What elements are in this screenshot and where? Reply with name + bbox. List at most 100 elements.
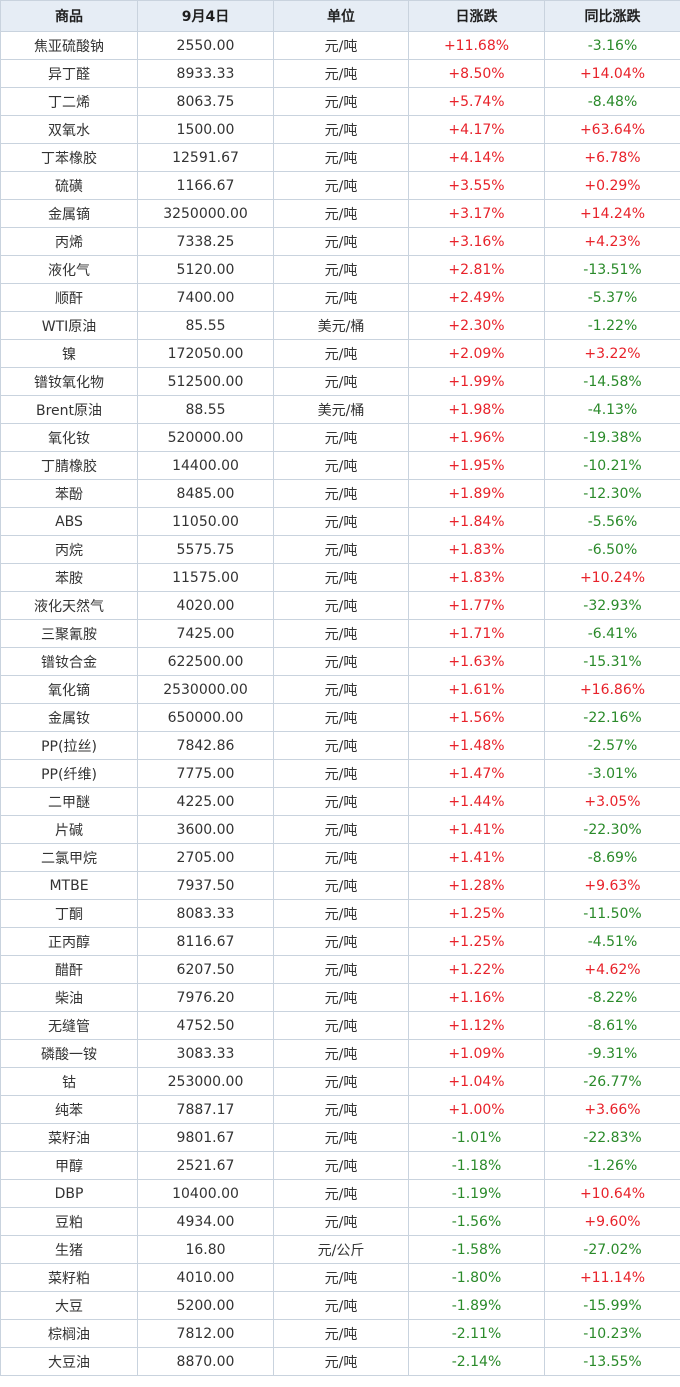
table-row: 二氯甲烷 2705.00 元/吨 +1.41% -8.69% (0, 843, 680, 872)
cell-yoy-change: -12.30% (544, 479, 680, 508)
cell-yoy-change: -8.69% (544, 843, 680, 872)
cell-price: 2705.00 (137, 843, 274, 872)
cell-daily-change: +1.00% (408, 1095, 545, 1124)
cell-price: 1500.00 (137, 115, 274, 144)
cell-unit: 元/吨 (273, 983, 409, 1012)
cell-name: 菜籽油 (0, 1123, 138, 1152)
cell-unit: 元/吨 (273, 283, 409, 312)
cell-unit: 元/吨 (273, 1319, 409, 1348)
cell-daily-change: +2.09% (408, 339, 545, 368)
cell-name: 二氯甲烷 (0, 843, 138, 872)
header-date: 9月4日 (137, 0, 274, 32)
cell-unit: 元/吨 (273, 927, 409, 956)
cell-name: 异丁醛 (0, 59, 138, 88)
cell-daily-change: -1.18% (408, 1151, 545, 1180)
cell-yoy-change: +0.29% (544, 171, 680, 200)
table-row: 片碱 3600.00 元/吨 +1.41% -22.30% (0, 815, 680, 844)
cell-name: 三聚氰胺 (0, 619, 138, 648)
cell-price: 8485.00 (137, 479, 274, 508)
cell-unit: 元/吨 (273, 899, 409, 928)
cell-yoy-change: -9.31% (544, 1039, 680, 1068)
cell-name: 醋酐 (0, 955, 138, 984)
cell-daily-change: +1.25% (408, 927, 545, 956)
cell-daily-change: -2.14% (408, 1347, 545, 1376)
cell-name: 苯胺 (0, 563, 138, 592)
cell-yoy-change: -3.01% (544, 759, 680, 788)
cell-name: 金属镝 (0, 199, 138, 228)
table-row: 丁苯橡胶 12591.67 元/吨 +4.14% +6.78% (0, 143, 680, 172)
cell-yoy-change: +11.14% (544, 1263, 680, 1292)
cell-price: 622500.00 (137, 647, 274, 676)
cell-daily-change: +1.41% (408, 843, 545, 872)
table-row: 菜籽油 9801.67 元/吨 -1.01% -22.83% (0, 1123, 680, 1152)
cell-name: 氧化镝 (0, 675, 138, 704)
table-row: 正丙醇 8116.67 元/吨 +1.25% -4.51% (0, 927, 680, 956)
cell-name: 镨钕氧化物 (0, 367, 138, 396)
cell-yoy-change: -8.61% (544, 1011, 680, 1040)
cell-yoy-change: -4.51% (544, 927, 680, 956)
table-row: DBP 10400.00 元/吨 -1.19% +10.64% (0, 1179, 680, 1208)
cell-yoy-change: +3.66% (544, 1095, 680, 1124)
cell-price: 172050.00 (137, 339, 274, 368)
cell-yoy-change: -5.56% (544, 507, 680, 536)
cell-unit: 元/吨 (273, 843, 409, 872)
cell-name: 丁苯橡胶 (0, 143, 138, 172)
cell-unit: 元/吨 (273, 1179, 409, 1208)
cell-price: 10400.00 (137, 1179, 274, 1208)
cell-unit: 元/吨 (273, 1291, 409, 1320)
cell-price: 8083.33 (137, 899, 274, 928)
cell-name: 无缝管 (0, 1011, 138, 1040)
cell-price: 4225.00 (137, 787, 274, 816)
cell-daily-change: +1.77% (408, 591, 545, 620)
cell-daily-change: +1.04% (408, 1067, 545, 1096)
cell-yoy-change: -2.57% (544, 731, 680, 760)
cell-yoy-change: -22.16% (544, 703, 680, 732)
cell-daily-change: +1.12% (408, 1011, 545, 1040)
cell-daily-change: +1.28% (408, 871, 545, 900)
table-row: 双氧水 1500.00 元/吨 +4.17% +63.64% (0, 115, 680, 144)
cell-price: 7842.86 (137, 731, 274, 760)
cell-yoy-change: -22.30% (544, 815, 680, 844)
cell-name: 镨钕合金 (0, 647, 138, 676)
cell-name: 硫磺 (0, 171, 138, 200)
cell-unit: 元/吨 (273, 1347, 409, 1376)
cell-name: 金属钕 (0, 703, 138, 732)
cell-unit: 元/吨 (273, 703, 409, 732)
cell-price: 2530000.00 (137, 675, 274, 704)
cell-name: 氧化钕 (0, 423, 138, 452)
cell-daily-change: +3.17% (408, 199, 545, 228)
cell-daily-change: +8.50% (408, 59, 545, 88)
cell-unit: 美元/桶 (273, 311, 409, 340)
header-unit: 单位 (273, 0, 409, 32)
cell-yoy-change: -27.02% (544, 1235, 680, 1264)
table-row: ABS 11050.00 元/吨 +1.84% -5.56% (0, 507, 680, 536)
cell-price: 7400.00 (137, 283, 274, 312)
cell-name: 镍 (0, 339, 138, 368)
cell-yoy-change: -15.31% (544, 647, 680, 676)
cell-name: 生猪 (0, 1235, 138, 1264)
cell-unit: 元/吨 (273, 367, 409, 396)
table-row: 棕榈油 7812.00 元/吨 -2.11% -10.23% (0, 1319, 680, 1348)
cell-yoy-change: +63.64% (544, 115, 680, 144)
cell-daily-change: -1.58% (408, 1235, 545, 1264)
cell-price: 4752.50 (137, 1011, 274, 1040)
table-row: 三聚氰胺 7425.00 元/吨 +1.71% -6.41% (0, 619, 680, 648)
table-row: 二甲醚 4225.00 元/吨 +1.44% +3.05% (0, 787, 680, 816)
table-row: 金属钕 650000.00 元/吨 +1.56% -22.16% (0, 703, 680, 732)
cell-yoy-change: -8.48% (544, 87, 680, 116)
cell-daily-change: -1.89% (408, 1291, 545, 1320)
cell-name: 丙烯 (0, 227, 138, 256)
cell-name: 甲醇 (0, 1151, 138, 1180)
cell-name: 大豆油 (0, 1347, 138, 1376)
cell-daily-change: -1.80% (408, 1263, 545, 1292)
table-row: 生猪 16.80 元/公斤 -1.58% -27.02% (0, 1235, 680, 1264)
cell-name: 纯苯 (0, 1095, 138, 1124)
cell-yoy-change: +4.23% (544, 227, 680, 256)
cell-unit: 元/吨 (273, 115, 409, 144)
cell-name: 棕榈油 (0, 1319, 138, 1348)
table-row: 液化天然气 4020.00 元/吨 +1.77% -32.93% (0, 591, 680, 620)
cell-yoy-change: -10.21% (544, 451, 680, 480)
table-row: 丙烷 5575.75 元/吨 +1.83% -6.50% (0, 535, 680, 564)
cell-yoy-change: -6.50% (544, 535, 680, 564)
cell-price: 512500.00 (137, 367, 274, 396)
